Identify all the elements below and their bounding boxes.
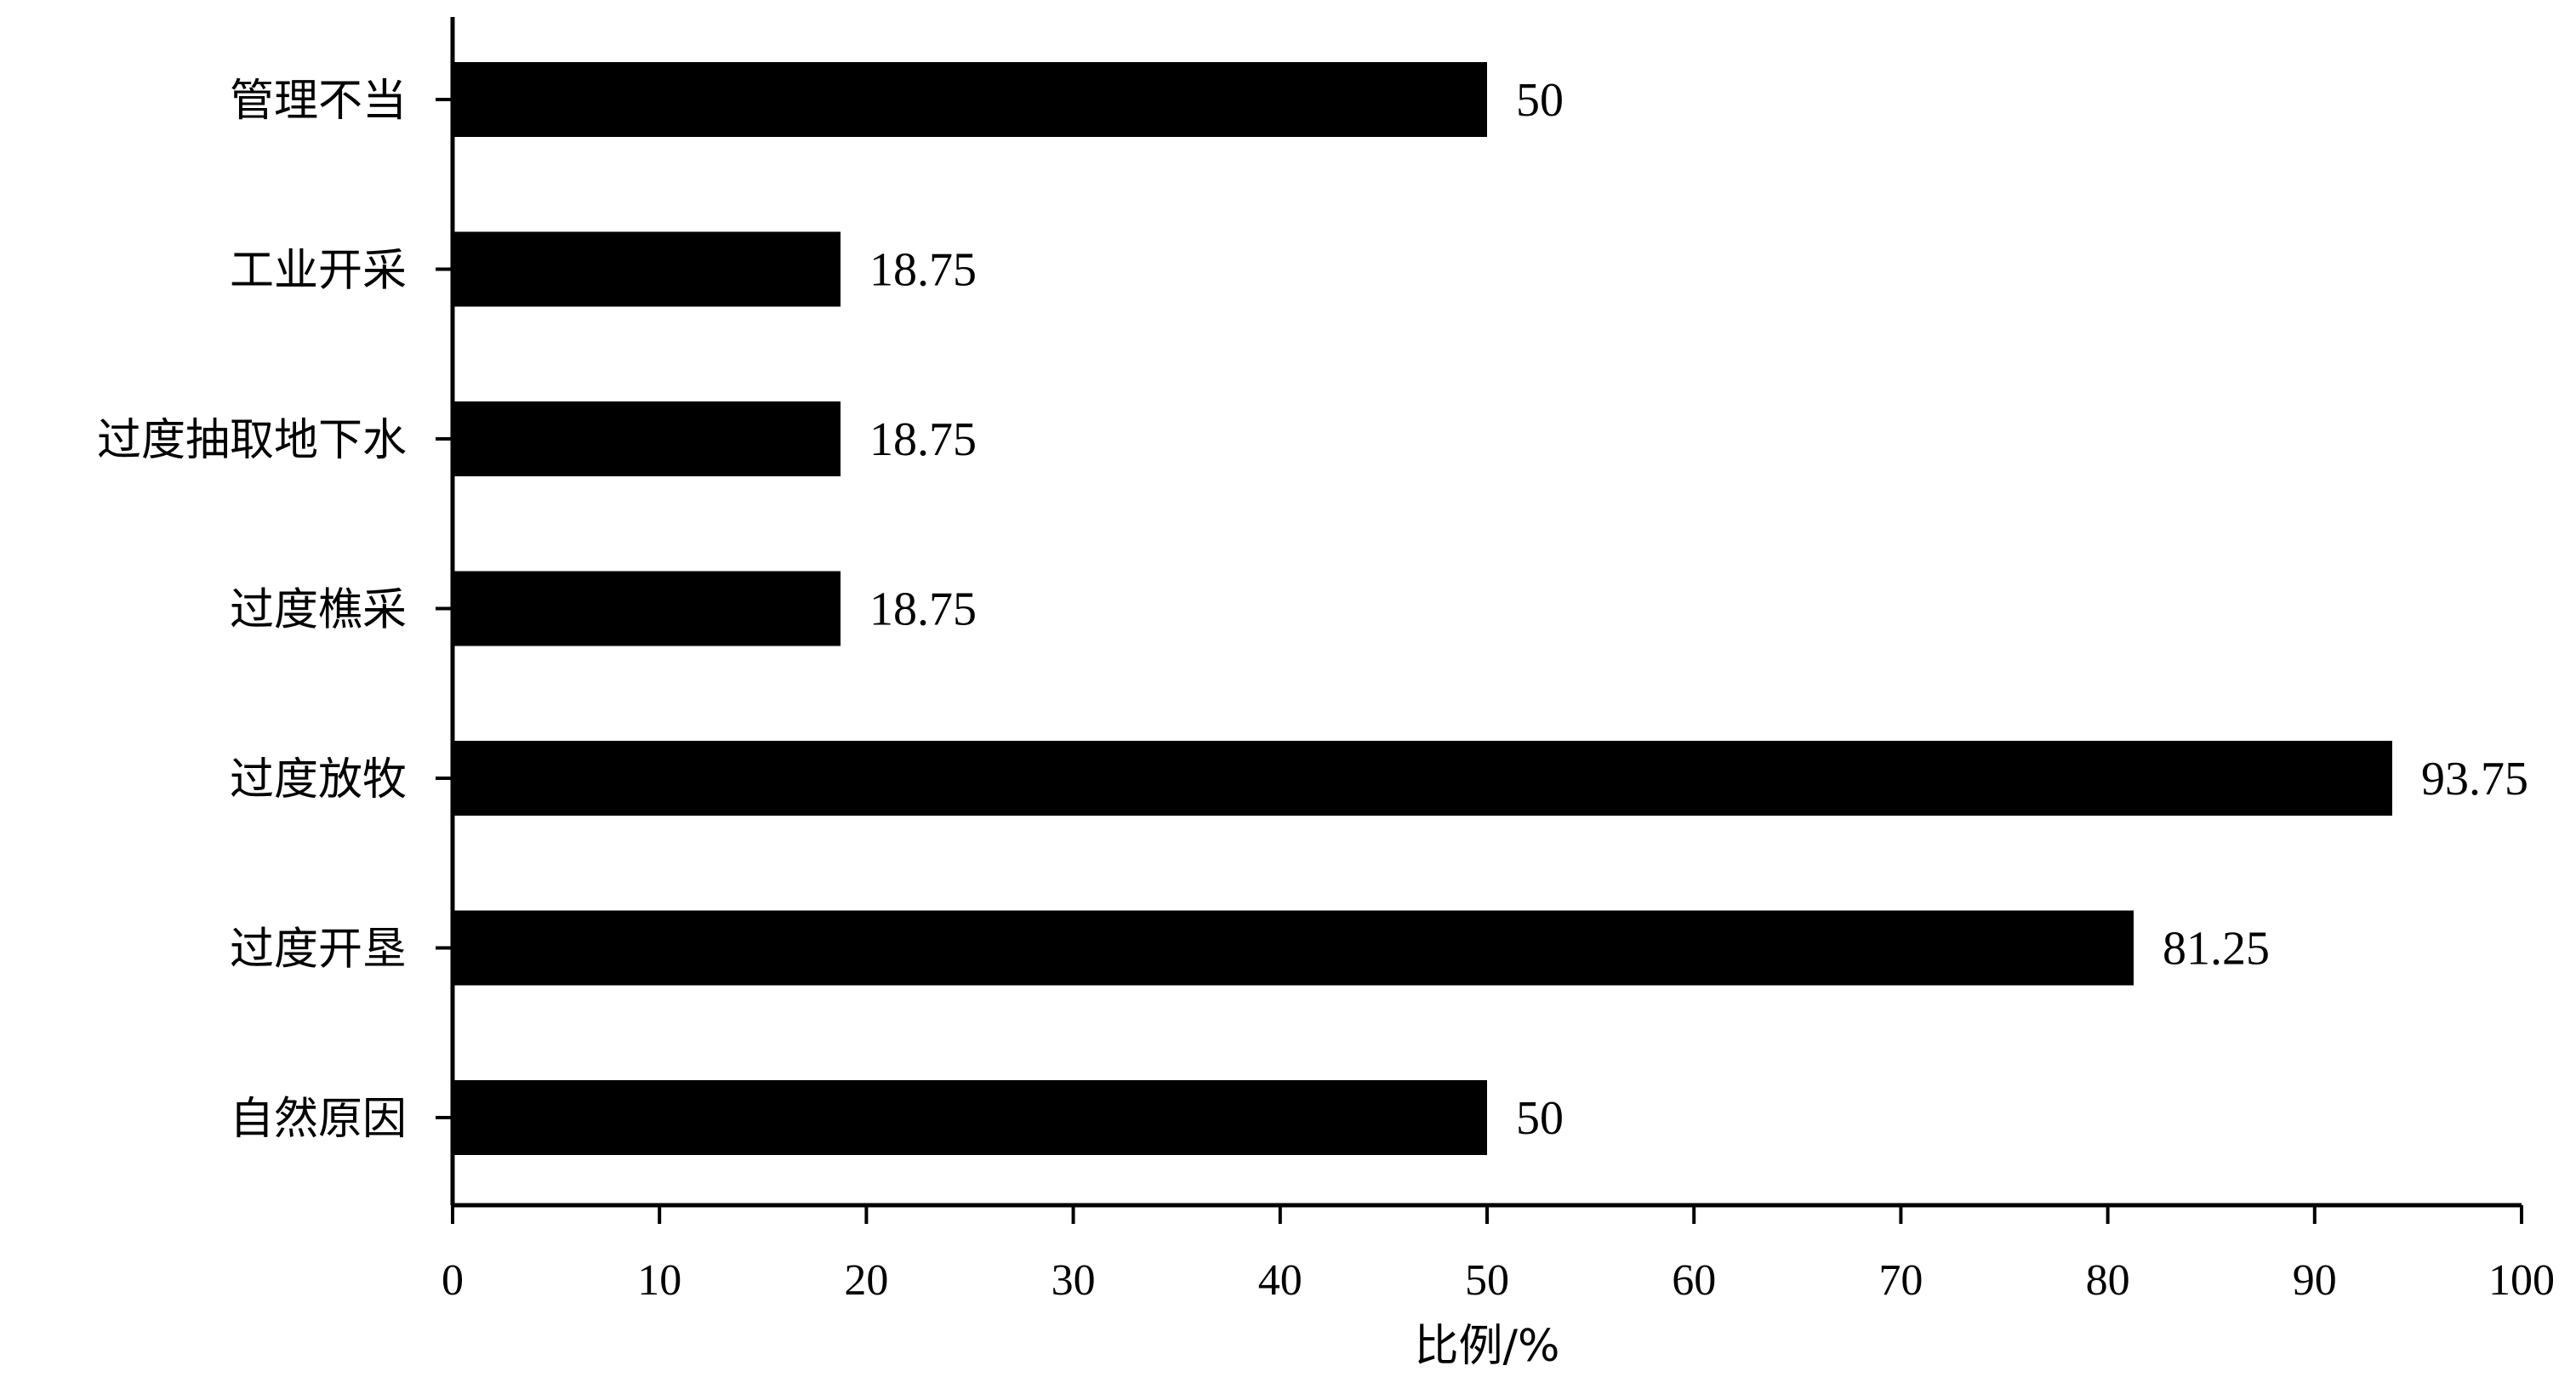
x-tick-label-8: 80 — [2086, 1256, 2130, 1305]
x-tick-label-10: 100 — [2488, 1256, 2555, 1305]
x-tick-label-1: 10 — [637, 1256, 681, 1305]
x-tick-label-4: 40 — [1258, 1256, 1302, 1305]
bar-5 — [453, 910, 2134, 986]
bar-0 — [453, 62, 1487, 137]
category-label-4: 过度放牧 — [230, 754, 407, 805]
x-tick-label-6: 60 — [1672, 1256, 1716, 1305]
category-label-0: 管理不当 — [230, 76, 407, 127]
bar-value-label-4: 93.75 — [2421, 753, 2528, 805]
category-label-2: 过度抽取地下水 — [97, 415, 407, 466]
category-label-3: 过度樵采 — [230, 585, 407, 636]
bar-1 — [453, 231, 841, 307]
x-tick-label-3: 30 — [1051, 1256, 1096, 1305]
x-tick-label-2: 20 — [844, 1256, 888, 1305]
category-label-6: 自然原因 — [230, 1094, 407, 1145]
category-label-1: 工业开采 — [230, 246, 407, 297]
bar-2 — [453, 401, 841, 476]
category-label-5: 过度开垦 — [230, 925, 407, 976]
bar-value-label-6: 50 — [1516, 1092, 1564, 1145]
bars-layer — [453, 62, 2392, 1155]
bar-value-label-5: 81.25 — [2163, 923, 2270, 976]
x-tick-label-9: 90 — [2293, 1256, 2337, 1305]
bar-3 — [453, 571, 841, 646]
bar-6 — [453, 1080, 1487, 1155]
x-ticks-layer: 0 10 20 30 40 50 60 70 80 90 100 — [436, 98, 2555, 1305]
x-axis-title: 比例/% — [1415, 1321, 1560, 1372]
x-tick-label-7: 70 — [1878, 1256, 1923, 1305]
x-tick-label-0: 0 — [442, 1256, 464, 1305]
bar-value-label-2: 18.75 — [869, 413, 977, 466]
x-tick-label-5: 50 — [1465, 1256, 1509, 1305]
value-labels-layer: 50 18.75 18.75 18.75 93.75 81.25 50 — [869, 74, 2528, 1145]
bar-value-label-0: 50 — [1516, 74, 1564, 127]
bar-value-label-3: 18.75 — [869, 583, 977, 636]
bar-value-label-1: 18.75 — [869, 244, 977, 297]
bar-4 — [453, 741, 2392, 816]
